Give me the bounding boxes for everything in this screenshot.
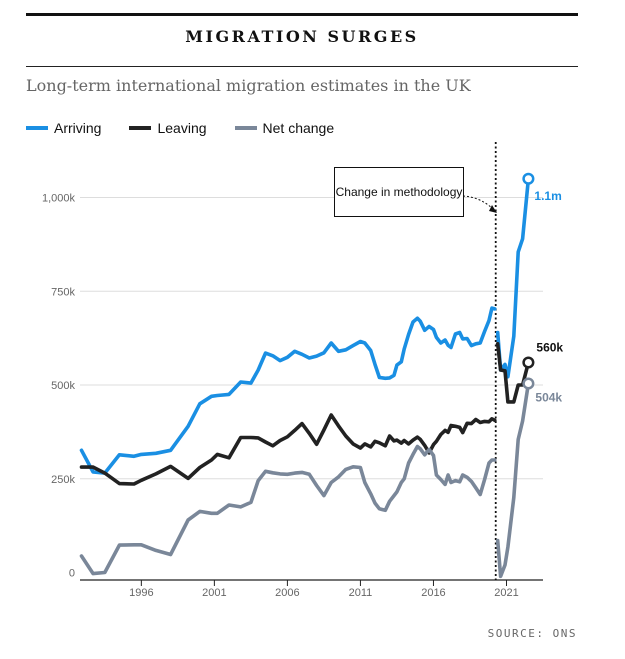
x-tick-label: 2021 bbox=[494, 587, 518, 599]
source-note: SOURCE: ONS bbox=[487, 627, 577, 640]
end-label-net-change: 504k bbox=[535, 391, 562, 405]
legend-swatch-net-change bbox=[234, 126, 257, 130]
x-tick-label: 2001 bbox=[202, 587, 226, 599]
series-lines bbox=[79, 177, 531, 579]
methodology-annotation: Change in methodology bbox=[334, 167, 464, 217]
end-marker-leaving bbox=[522, 356, 535, 369]
methodology-annotation-text: Change in methodology bbox=[335, 184, 463, 199]
legend-label-arriving: Arriving bbox=[54, 120, 102, 136]
y-tick-label: 1,000k bbox=[42, 193, 76, 205]
series-line-net-change-2 bbox=[495, 381, 531, 579]
x-axis: 1996 2001 2006 2011 2016 2021 bbox=[80, 579, 543, 599]
y-tick-label: 500k bbox=[51, 380, 75, 392]
x-tick-label: 1996 bbox=[129, 587, 153, 599]
series-line-arriving-1 bbox=[79, 306, 497, 475]
end-marker-arriving bbox=[522, 172, 535, 185]
chart-subtitle: Long-term international migration estima… bbox=[26, 76, 471, 95]
legend-item-leaving: Leaving bbox=[129, 120, 207, 136]
y-tick-label: 0 bbox=[69, 568, 75, 580]
top-rule bbox=[26, 13, 578, 16]
legend-swatch-arriving bbox=[26, 126, 48, 130]
x-tick-label: 2016 bbox=[421, 587, 445, 599]
end-label-leaving: 560k bbox=[536, 341, 563, 355]
series-line-net-change-1 bbox=[79, 444, 497, 576]
series-line-leaving-1 bbox=[79, 413, 497, 486]
x-tick-label: 2011 bbox=[349, 587, 373, 599]
legend-item-net-change: Net change bbox=[234, 120, 335, 136]
series-end-markers: 1.1m 560k 504k bbox=[522, 172, 563, 405]
y-axis-tick-labels: 0 250k 500k 750k 1,000k bbox=[42, 193, 76, 580]
legend-label-net-change: Net change bbox=[262, 120, 335, 136]
annotation-arrow-head bbox=[489, 205, 497, 213]
chart-title: MIGRATION SURGES bbox=[185, 27, 419, 46]
legend: Arriving Leaving Net change bbox=[26, 120, 362, 136]
end-label-arriving: 1.1m bbox=[534, 189, 561, 203]
legend-item-arriving: Arriving bbox=[26, 120, 101, 136]
legend-swatch-leaving bbox=[129, 126, 152, 130]
series-line-arriving-2 bbox=[495, 177, 531, 379]
y-tick-label: 750k bbox=[51, 286, 75, 298]
header-divider bbox=[26, 66, 578, 67]
series-line-leaving-2 bbox=[495, 342, 531, 404]
legend-label-leaving: Leaving bbox=[157, 120, 207, 136]
x-tick-label: 2006 bbox=[275, 587, 299, 599]
grid-lines bbox=[80, 197, 543, 480]
y-tick-label: 250k bbox=[51, 474, 75, 486]
end-marker-net-change bbox=[522, 377, 535, 390]
methodology-divider bbox=[462, 142, 497, 580]
